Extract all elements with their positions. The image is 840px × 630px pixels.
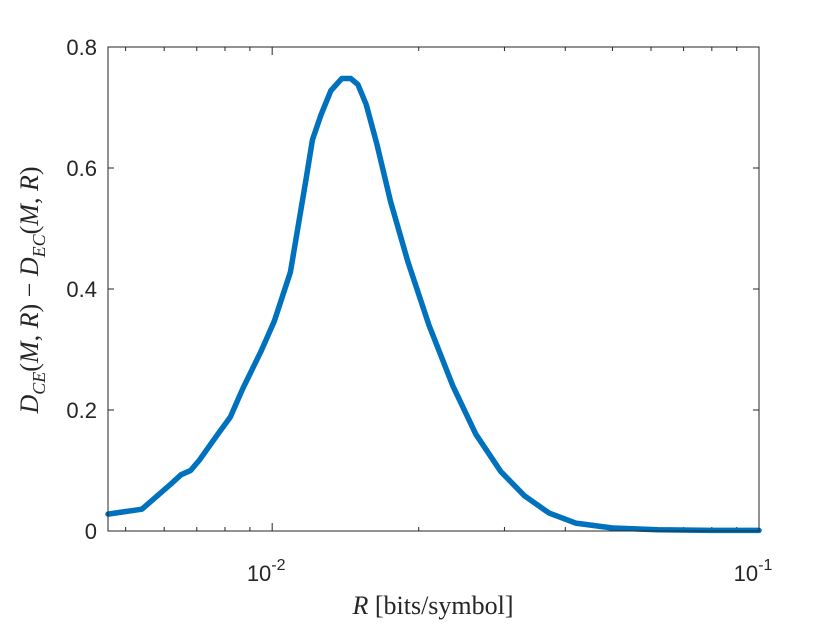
y-axis-title: DCE(M, R) − DEC(M, R) xyxy=(15,166,49,414)
x-axis-unit: [bits/symbol] xyxy=(368,591,513,620)
y-tick-label: 0.2 xyxy=(66,398,97,423)
x-axis-symbol: R xyxy=(351,591,368,620)
x-tick-label: 10-2 xyxy=(247,557,286,586)
axes-box xyxy=(107,46,760,532)
x-axis-title: R [bits/symbol] xyxy=(351,591,513,620)
y-tick-label: 0 xyxy=(85,519,97,544)
plot-area xyxy=(108,47,759,531)
y-tick-label: 0.8 xyxy=(66,35,97,60)
tick-labels: 0 0.2 0.4 0.6 0.8 10-2 10-1 xyxy=(66,35,772,586)
x-tick-label: 10-1 xyxy=(734,557,773,586)
y-tick-label: 0.4 xyxy=(66,277,97,302)
data-series-line xyxy=(105,75,762,534)
y-tick-label: 0.6 xyxy=(66,156,97,181)
